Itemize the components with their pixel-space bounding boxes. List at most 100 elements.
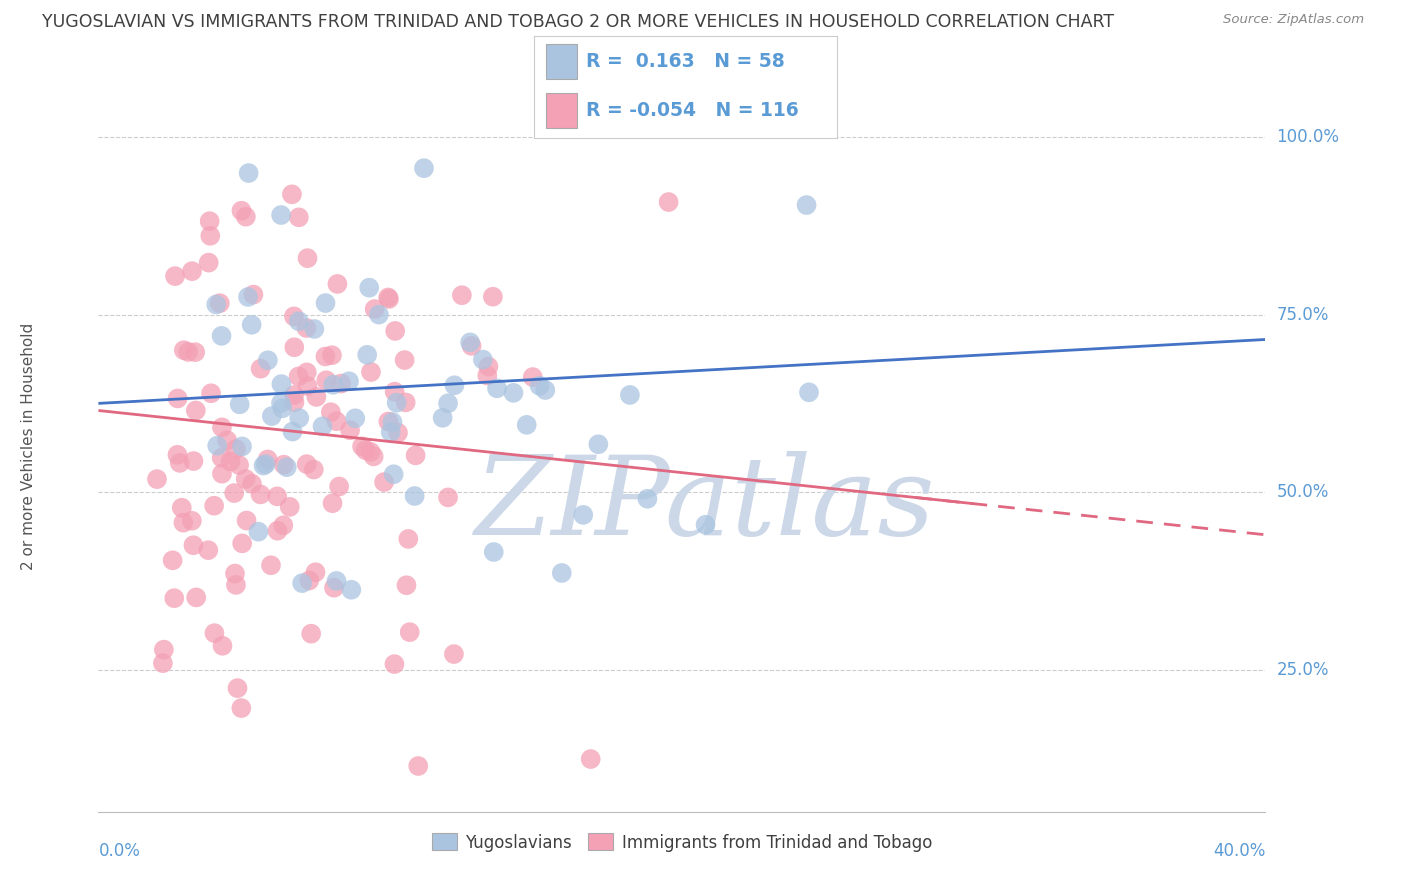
Point xyxy=(326,277,349,291)
Point xyxy=(572,508,595,522)
Point xyxy=(330,376,353,391)
Point xyxy=(204,626,226,640)
Point xyxy=(516,417,538,432)
Point xyxy=(172,516,194,530)
Point xyxy=(367,308,389,322)
Point xyxy=(363,301,385,316)
Point xyxy=(384,324,406,338)
Point xyxy=(153,642,176,657)
Point xyxy=(166,448,188,462)
Point xyxy=(363,450,385,464)
Point xyxy=(260,558,283,573)
Point xyxy=(224,566,246,581)
Point xyxy=(796,198,818,212)
Point xyxy=(534,383,557,397)
Point xyxy=(298,574,321,588)
Bar xyxy=(547,93,576,128)
Text: 100.0%: 100.0% xyxy=(1277,128,1340,146)
Point xyxy=(231,701,253,715)
Point xyxy=(197,543,219,558)
Point xyxy=(432,410,454,425)
Point xyxy=(299,626,322,640)
Point xyxy=(382,467,405,482)
Point xyxy=(352,439,374,453)
Point xyxy=(451,288,474,302)
Point xyxy=(235,514,257,528)
Point xyxy=(228,397,250,411)
Point xyxy=(319,405,342,419)
Point xyxy=(398,625,420,640)
Point xyxy=(482,545,505,559)
Point xyxy=(249,361,271,376)
Point xyxy=(283,395,305,409)
Point xyxy=(305,390,328,404)
Point xyxy=(287,369,309,384)
Point xyxy=(413,161,436,176)
Point xyxy=(378,292,401,306)
Point xyxy=(394,353,416,368)
Point xyxy=(395,395,418,409)
Point xyxy=(184,403,207,417)
Point xyxy=(522,370,544,384)
Point xyxy=(235,210,257,224)
Point xyxy=(477,368,499,383)
Point xyxy=(180,514,202,528)
Point xyxy=(225,578,247,592)
Text: R =  0.163   N = 58: R = 0.163 N = 58 xyxy=(586,52,785,70)
Point xyxy=(235,472,257,486)
Point xyxy=(385,395,408,409)
Point xyxy=(266,524,288,538)
Point xyxy=(477,359,499,374)
Point xyxy=(256,452,278,467)
Text: 25.0%: 25.0% xyxy=(1277,661,1329,679)
Point xyxy=(377,415,399,429)
Point xyxy=(314,350,336,364)
Point xyxy=(395,578,418,592)
Point xyxy=(283,388,305,402)
Point xyxy=(226,681,249,695)
Point xyxy=(288,211,311,225)
Point xyxy=(437,396,460,410)
Point xyxy=(252,458,274,473)
Point xyxy=(273,518,295,533)
Point xyxy=(254,457,277,471)
Point xyxy=(291,576,314,591)
Point xyxy=(384,657,406,672)
Point xyxy=(205,439,228,453)
Point xyxy=(337,374,360,388)
Point xyxy=(240,476,263,491)
Text: ZIPatlas: ZIPatlas xyxy=(475,450,935,558)
Point xyxy=(202,499,225,513)
Point xyxy=(437,491,460,505)
Point xyxy=(360,365,382,379)
Point xyxy=(205,297,228,311)
Point xyxy=(249,487,271,501)
Point xyxy=(325,574,347,588)
Point xyxy=(356,348,378,362)
Point xyxy=(208,296,231,310)
Point xyxy=(211,329,233,343)
Point xyxy=(396,532,419,546)
Point xyxy=(270,396,292,410)
Point xyxy=(619,388,641,402)
Point xyxy=(177,345,200,359)
Point xyxy=(257,353,280,368)
Point xyxy=(170,500,193,515)
Point xyxy=(260,409,283,423)
Point xyxy=(228,458,250,472)
Bar xyxy=(547,44,576,78)
Point xyxy=(304,566,326,580)
Point xyxy=(323,581,346,595)
Point xyxy=(278,500,301,514)
Text: Source: ZipAtlas.com: Source: ZipAtlas.com xyxy=(1223,13,1364,27)
Point xyxy=(281,425,304,439)
Point xyxy=(281,187,304,202)
Point xyxy=(186,591,208,605)
Point xyxy=(236,290,259,304)
Point xyxy=(165,269,187,284)
Point xyxy=(276,460,298,475)
Point xyxy=(295,457,318,471)
Point xyxy=(198,214,221,228)
Text: R = -0.054   N = 116: R = -0.054 N = 116 xyxy=(586,101,799,120)
Point xyxy=(354,443,377,458)
